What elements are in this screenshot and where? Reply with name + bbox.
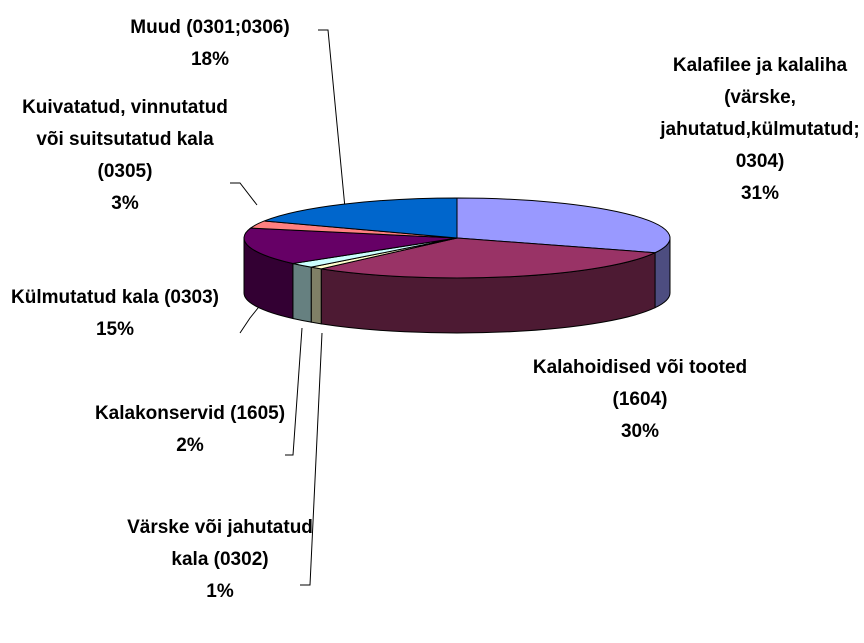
- slice-side: [310, 266, 322, 325]
- data-label: Värske või jahutatud kala (0302) 1%: [120, 512, 320, 608]
- value-label: 15%: [95, 319, 135, 340]
- data-label: Külmutatud kala (0303) 15%: [0, 282, 235, 346]
- slice: [321, 237, 657, 279]
- value-label: 1%: [206, 581, 234, 602]
- category-label: Värske või jahutatud kala (0302): [127, 517, 313, 570]
- slice: [243, 227, 458, 265]
- slice-side: [292, 262, 312, 323]
- value-label: 3%: [111, 193, 139, 214]
- category-label: Kalafilee ja kalaliha (värske, jahutatud…: [660, 55, 860, 172]
- leader-lines: [230, 29, 346, 586]
- leader-line: [300, 332, 323, 586]
- value-label: 30%: [620, 421, 660, 442]
- value-label: 18%: [190, 49, 230, 70]
- category-label: Muud (0301;0306): [130, 17, 290, 38]
- data-label: Kalafilee ja kalaliha (värske, jahutatud…: [655, 50, 864, 210]
- leader-line: [230, 182, 258, 206]
- category-label: Kuivatatud, vinnutatud või suitsutatud k…: [22, 97, 228, 182]
- slice: [264, 197, 458, 239]
- value-label: 2%: [176, 435, 204, 456]
- slice: [456, 197, 671, 254]
- value-label: 31%: [740, 183, 780, 204]
- pie: [243, 197, 671, 334]
- leader-line: [239, 302, 263, 334]
- data-label: Kalahoidised või tooted (1604) 30%: [525, 352, 755, 448]
- data-label: Muud (0301;0306) 18%: [85, 12, 335, 76]
- leader-line: [318, 29, 346, 209]
- data-label: Kalakonservid (1605) 2%: [90, 398, 290, 462]
- category-label: Külmutatud kala (0303): [11, 287, 219, 308]
- category-label: Kalahoidised või tooted (1604): [532, 357, 748, 410]
- data-label: Kuivatatud, vinnutatud või suitsutatud k…: [15, 92, 235, 220]
- category-label: Kalakonservid (1605): [94, 403, 286, 424]
- leader-line: [285, 327, 303, 456]
